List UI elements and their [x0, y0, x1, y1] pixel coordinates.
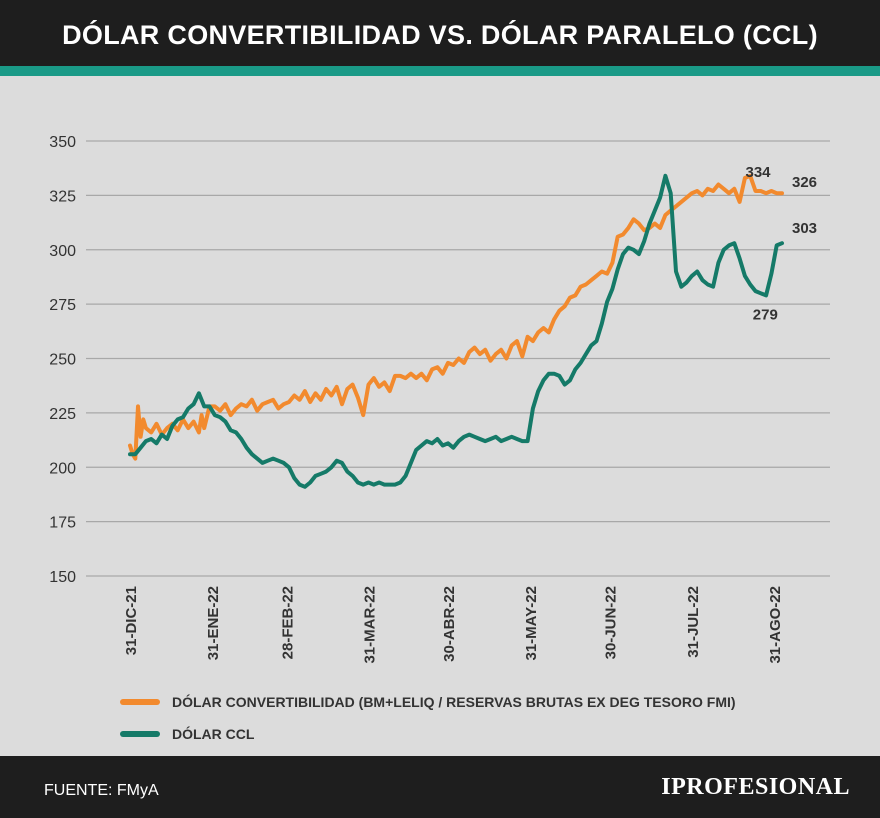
annotation-layer: 334 326 303 279: [745, 164, 817, 323]
data-label-279: 279: [753, 306, 778, 323]
legend-swatch-ccl: [120, 731, 160, 737]
y-tick-label-200: 200: [49, 460, 76, 477]
source-note: FUENTE: FMyA: [44, 782, 159, 799]
page-title: DÓLAR CONVERTIBILIDAD VS. DÓLAR PARALELO…: [62, 20, 818, 50]
y-tick-label-250: 250: [49, 352, 76, 369]
y-tick-label-350: 350: [49, 134, 76, 151]
x-tick-label-3: 31-MAR-22: [362, 586, 379, 664]
x-tick-label-2: 28-FEB-22: [279, 586, 296, 659]
x-tick-label-5: 31-MAY-22: [523, 586, 540, 661]
x-tick-label-4: 30-ABR-22: [441, 586, 458, 662]
brand-logo: IPROFESIONAL: [661, 774, 850, 800]
legend-label-ccl: DÓLAR CCL: [172, 726, 255, 742]
y-tick-label-175: 175: [49, 515, 76, 532]
y-tick-label-325: 325: [49, 188, 76, 205]
y-tick-label-300: 300: [49, 243, 76, 260]
y-axis: 150 175 200 225 250 275 300 325 350: [49, 134, 76, 586]
data-label-326: 326: [792, 174, 817, 191]
series-line-ccl: [128, 173, 784, 489]
x-tick-label-7: 31-JUL-22: [685, 586, 702, 658]
legend-swatch-convertibilidad: [120, 699, 160, 705]
x-tick-label-1: 31-ENE-22: [205, 586, 222, 660]
footer-bar: [0, 756, 880, 818]
legend-item-convertibilidad: DÓLAR CONVERTIBILIDAD (BM+LELIQ / RESERV…: [120, 686, 736, 718]
x-axis: 31-DIC-21 31-ENE-22 28-FEB-22 31-MAR-22 30-A…: [123, 586, 784, 664]
legend: DÓLAR CONVERTIBILIDAD (BM+LELIQ / RESERV…: [120, 686, 736, 750]
y-tick-label-275: 275: [49, 297, 76, 314]
y-tick-label-150: 150: [49, 569, 76, 586]
legend-item-ccl: DÓLAR CCL: [120, 718, 736, 750]
series-line-convertibilidad: [128, 173, 784, 461]
accent-stripe: [0, 66, 880, 76]
y-tick-label-225: 225: [49, 406, 76, 423]
data-label-303: 303: [792, 220, 817, 237]
series-layer: [128, 173, 784, 489]
x-tick-label-6: 30-JUN-22: [603, 586, 620, 659]
legend-label-convertibilidad: DÓLAR CONVERTIBILIDAD (BM+LELIQ / RESERV…: [172, 694, 736, 710]
header-bar: [0, 0, 880, 66]
x-tick-label-8: 31-AGO-22: [767, 586, 784, 664]
grid-layer: [86, 140, 830, 577]
data-label-334: 334: [745, 164, 771, 181]
x-tick-label-0: 31-DIC-21: [123, 586, 140, 655]
